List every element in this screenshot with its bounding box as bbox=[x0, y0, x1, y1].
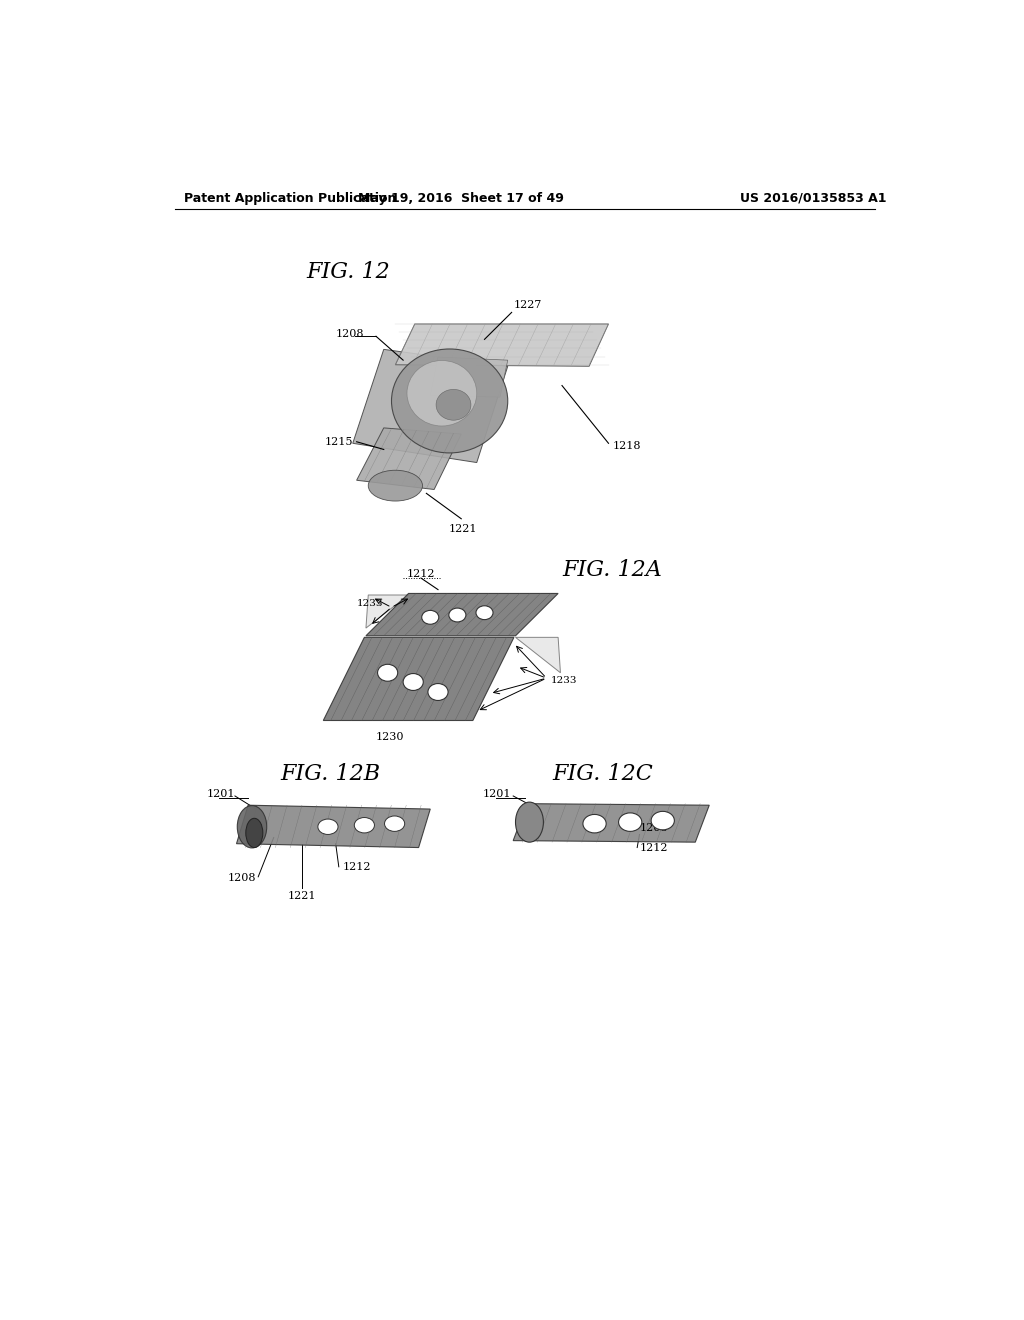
Text: 1212: 1212 bbox=[407, 569, 435, 579]
Text: FIG. 12C: FIG. 12C bbox=[553, 763, 653, 785]
Polygon shape bbox=[237, 805, 430, 847]
Text: 1208: 1208 bbox=[336, 329, 365, 339]
Polygon shape bbox=[356, 428, 461, 490]
Ellipse shape bbox=[378, 664, 397, 681]
Text: 1230: 1230 bbox=[376, 733, 404, 742]
Polygon shape bbox=[366, 595, 409, 628]
Ellipse shape bbox=[238, 805, 266, 847]
Ellipse shape bbox=[385, 816, 404, 832]
Polygon shape bbox=[324, 638, 514, 721]
Polygon shape bbox=[430, 358, 508, 397]
Text: May 19, 2016  Sheet 17 of 49: May 19, 2016 Sheet 17 of 49 bbox=[358, 191, 564, 205]
Ellipse shape bbox=[317, 818, 338, 834]
Text: 1233: 1233 bbox=[357, 599, 384, 609]
Ellipse shape bbox=[407, 360, 477, 426]
Ellipse shape bbox=[354, 817, 375, 833]
Text: 1233: 1233 bbox=[550, 676, 577, 685]
Ellipse shape bbox=[618, 813, 642, 832]
Text: FIG. 12B: FIG. 12B bbox=[280, 763, 380, 785]
Text: 1212: 1212 bbox=[640, 842, 668, 853]
Polygon shape bbox=[395, 323, 608, 367]
Ellipse shape bbox=[436, 389, 471, 420]
Text: FIG. 12: FIG. 12 bbox=[306, 261, 390, 284]
Text: 1221: 1221 bbox=[449, 524, 477, 535]
Ellipse shape bbox=[583, 814, 606, 833]
Text: 1215: 1215 bbox=[325, 437, 352, 446]
Text: 1221: 1221 bbox=[288, 891, 316, 902]
Text: Patent Application Publication: Patent Application Publication bbox=[183, 191, 396, 205]
Polygon shape bbox=[352, 350, 508, 462]
Ellipse shape bbox=[651, 812, 675, 830]
Text: 1208: 1208 bbox=[640, 824, 668, 833]
Text: 1212: 1212 bbox=[343, 862, 371, 871]
Ellipse shape bbox=[449, 609, 466, 622]
Ellipse shape bbox=[515, 803, 544, 842]
Ellipse shape bbox=[391, 348, 508, 453]
Text: 1201: 1201 bbox=[207, 789, 234, 800]
Text: FIG. 12A: FIG. 12A bbox=[562, 560, 662, 581]
Ellipse shape bbox=[403, 673, 423, 690]
Ellipse shape bbox=[246, 818, 263, 847]
Polygon shape bbox=[515, 638, 560, 673]
Ellipse shape bbox=[476, 606, 493, 619]
Ellipse shape bbox=[422, 610, 438, 624]
Text: 1201: 1201 bbox=[483, 789, 512, 800]
Text: US 2016/0135853 A1: US 2016/0135853 A1 bbox=[740, 191, 887, 205]
Ellipse shape bbox=[428, 684, 449, 701]
Polygon shape bbox=[513, 804, 710, 842]
Text: 1218: 1218 bbox=[612, 441, 641, 450]
Polygon shape bbox=[366, 594, 558, 636]
Text: 1227: 1227 bbox=[513, 300, 542, 310]
Ellipse shape bbox=[369, 470, 423, 502]
Text: 1208: 1208 bbox=[227, 874, 256, 883]
